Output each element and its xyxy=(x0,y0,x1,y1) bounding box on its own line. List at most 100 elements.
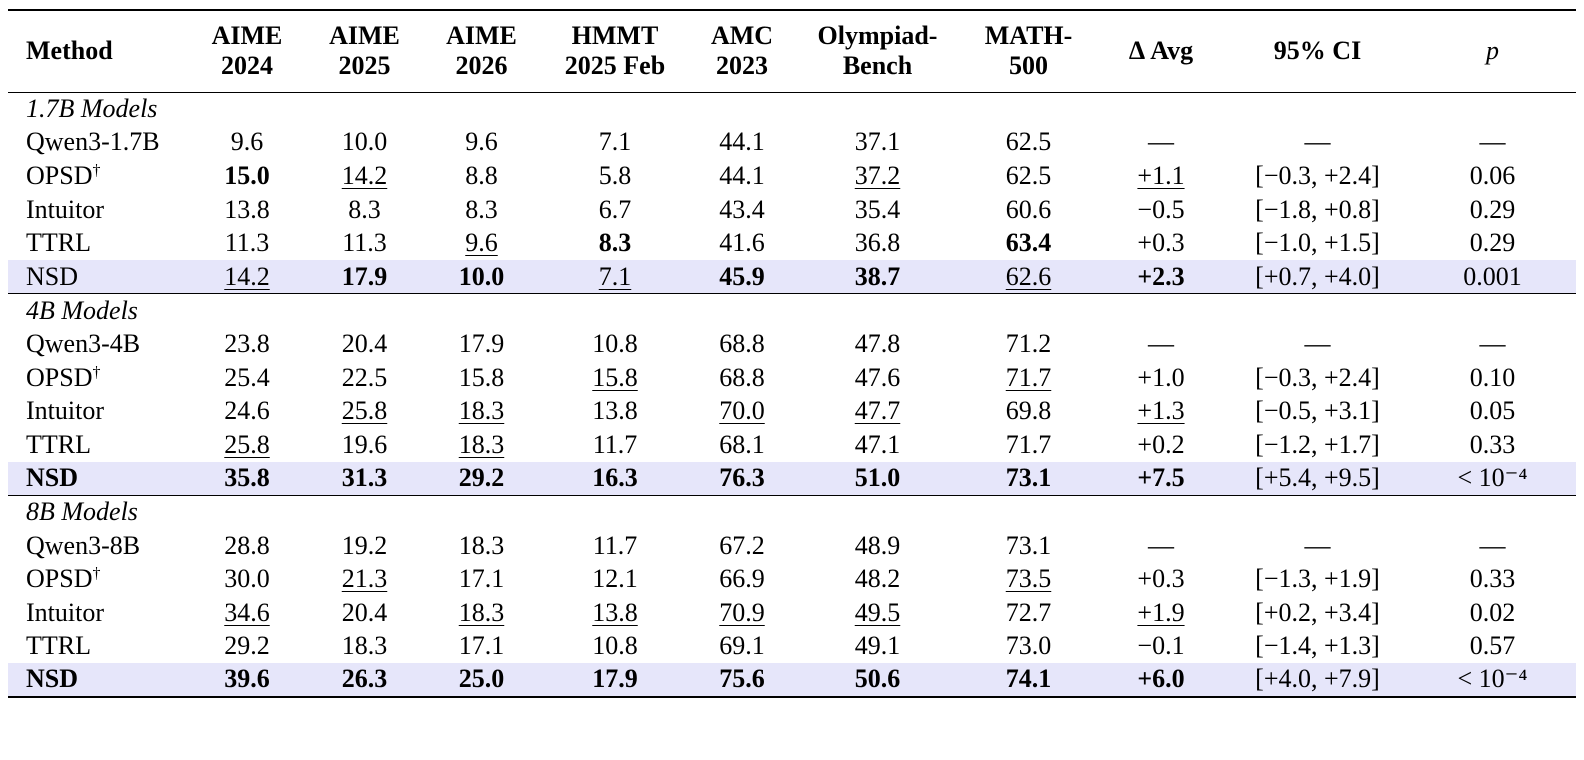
cell-p: < 10⁻⁴ xyxy=(1409,663,1576,698)
cell-aime2025: 17.9 xyxy=(306,259,423,294)
cell-amc: 41.6 xyxy=(690,226,794,260)
cell-value: [−0.5, +3.1] xyxy=(1255,396,1380,426)
method-name: Intuitor xyxy=(26,597,104,627)
cell-value: 12.1 xyxy=(592,564,638,594)
cell-hmmt: 7.1 xyxy=(540,259,690,294)
cell-hmmt: 11.7 xyxy=(540,529,690,563)
column-header-aime2025: AIME 2025 xyxy=(306,9,423,93)
cell-value: +0.3 xyxy=(1137,564,1185,594)
cell-value: [+0.7, +4.0] xyxy=(1255,261,1380,291)
cell-davg: +1.1 xyxy=(1096,159,1226,193)
cell-value: — xyxy=(1148,328,1174,358)
cell-olympiad: 35.4 xyxy=(794,193,961,227)
cell-amc: 70.9 xyxy=(690,596,794,630)
cell-value: 71.7 xyxy=(1005,362,1052,392)
cell-aime2026: 8.8 xyxy=(423,159,540,193)
cell-value: +1.3 xyxy=(1137,396,1185,426)
cell-value: 71.7 xyxy=(1005,429,1052,459)
cell-value: 25.0 xyxy=(458,664,505,694)
cell-value: 44.1 xyxy=(719,127,765,157)
cell-aime2026: 18.3 xyxy=(423,596,540,630)
cell-math500: 71.2 xyxy=(961,327,1096,361)
cell-davg: −0.1 xyxy=(1096,630,1226,664)
method-name: OPSD xyxy=(26,564,93,594)
cell-value: 68.8 xyxy=(719,362,765,392)
cell-value: 13.8 xyxy=(224,194,270,224)
table-row: Intuitor 13.8 8.3 8.3 6.7 43.4 35.4 60.6 −0.5 [−1… xyxy=(8,193,1576,227)
cell-p: 0.33 xyxy=(1409,562,1576,596)
cell-value: 38.7 xyxy=(854,261,901,291)
column-header-p: p xyxy=(1409,9,1576,93)
cell-aime2026: 29.2 xyxy=(423,461,540,496)
cell-math500: 71.7 xyxy=(961,361,1096,395)
cell-value: 31.3 xyxy=(341,463,388,493)
results-table: Method AIME 2024 AIME 2025 AIME 2026 HMMT 20… xyxy=(8,9,1576,698)
cell-value: 47.7 xyxy=(854,396,901,426)
cell-value: 6.7 xyxy=(598,194,632,224)
cell-value: 62.5 xyxy=(1005,160,1052,190)
cell-value: 47.1 xyxy=(854,429,901,459)
cell-value: 7.1 xyxy=(598,127,632,157)
cell-math500: 62.5 xyxy=(961,159,1096,193)
cell-value: 0.05 xyxy=(1469,396,1516,426)
method-name: NSD xyxy=(26,261,79,291)
table-row: OPSD† 15.0 14.2 8.8 5.8 44.1 37.2 62.5 +1.1 [−0.3… xyxy=(8,159,1576,193)
cell-aime2026: 9.6 xyxy=(423,226,540,260)
method-name: NSD xyxy=(26,664,79,694)
cell-value: 47.6 xyxy=(854,362,901,392)
cell-aime2026: 17.1 xyxy=(423,562,540,596)
cell-value: 47.8 xyxy=(854,328,901,358)
cell-value: 43.4 xyxy=(719,194,765,224)
cell-davg: −0.5 xyxy=(1096,193,1226,227)
cell-ci: [+0.7, +4.0] xyxy=(1226,259,1409,294)
cell-value: 20.4 xyxy=(341,597,388,627)
cell-value: [−0.3, +2.4] xyxy=(1255,362,1380,392)
cell-olympiad: 37.2 xyxy=(794,159,961,193)
cell-ci: — xyxy=(1226,529,1409,563)
cell-aime2024: 34.6 xyxy=(188,596,306,630)
cell-p: 0.001 xyxy=(1409,259,1576,294)
cell-value: 22.5 xyxy=(341,362,388,392)
cell-value: +0.3 xyxy=(1137,228,1185,258)
cell-aime2024: 13.8 xyxy=(188,193,306,227)
cell-method: NSD xyxy=(8,663,188,698)
cell-value: 50.6 xyxy=(854,664,901,694)
cell-value: 37.1 xyxy=(854,127,901,157)
cell-value: [−0.3, +2.4] xyxy=(1255,160,1380,190)
cell-value: 8.3 xyxy=(465,194,498,224)
header-row: Method AIME 2024 AIME 2025 AIME 2026 HMMT 20… xyxy=(8,9,1576,93)
cell-value: [−1.0, +1.5] xyxy=(1255,228,1380,258)
table-row: Intuitor 24.6 25.8 18.3 13.8 70.0 47.7 69.8 +1.3… xyxy=(8,394,1576,428)
column-header-olympiad: Olympiad- Bench xyxy=(794,9,961,93)
cell-value: 24.6 xyxy=(224,396,270,426)
cell-value: 8.3 xyxy=(348,194,381,224)
cell-aime2024: 14.2 xyxy=(188,259,306,294)
group-label: 8B Models xyxy=(8,494,1576,529)
cell-value: 63.4 xyxy=(1005,228,1052,258)
cell-value: 9.6 xyxy=(230,127,264,157)
cell-value: 11.3 xyxy=(342,228,387,258)
cell-ci: — xyxy=(1226,126,1409,160)
cell-value: 34.6 xyxy=(224,597,270,627)
column-header-aime2026: AIME 2026 xyxy=(423,9,540,93)
cell-olympiad: 49.1 xyxy=(794,630,961,664)
group-label: 4B Models xyxy=(8,293,1576,328)
cell-value: 7.1 xyxy=(598,261,632,291)
cell-ci: [−1.2, +1.7] xyxy=(1226,428,1409,462)
cell-p: — xyxy=(1409,327,1576,361)
cell-olympiad: 38.7 xyxy=(794,259,961,294)
cell-p: 0.05 xyxy=(1409,394,1576,428)
cell-value: 10.0 xyxy=(341,127,388,157)
cell-aime2026: 25.0 xyxy=(423,663,540,698)
cell-value: 0.29 xyxy=(1469,228,1516,258)
table-row: TTRL 25.8 19.6 18.3 11.7 68.1 47.1 71.7 +0.2 [−1.… xyxy=(8,428,1576,462)
method-name: Qwen3-1.7B xyxy=(26,127,160,157)
cell-hmmt: 16.3 xyxy=(540,461,690,496)
method-name: TTRL xyxy=(26,429,91,459)
cell-olympiad: 36.8 xyxy=(794,226,961,260)
cell-value: 0.001 xyxy=(1463,261,1522,291)
cell-ci: [−1.3, +1.9] xyxy=(1226,562,1409,596)
cell-hmmt: 6.7 xyxy=(540,193,690,227)
cell-value: 13.8 xyxy=(592,396,638,426)
cell-value: +7.5 xyxy=(1137,463,1185,493)
